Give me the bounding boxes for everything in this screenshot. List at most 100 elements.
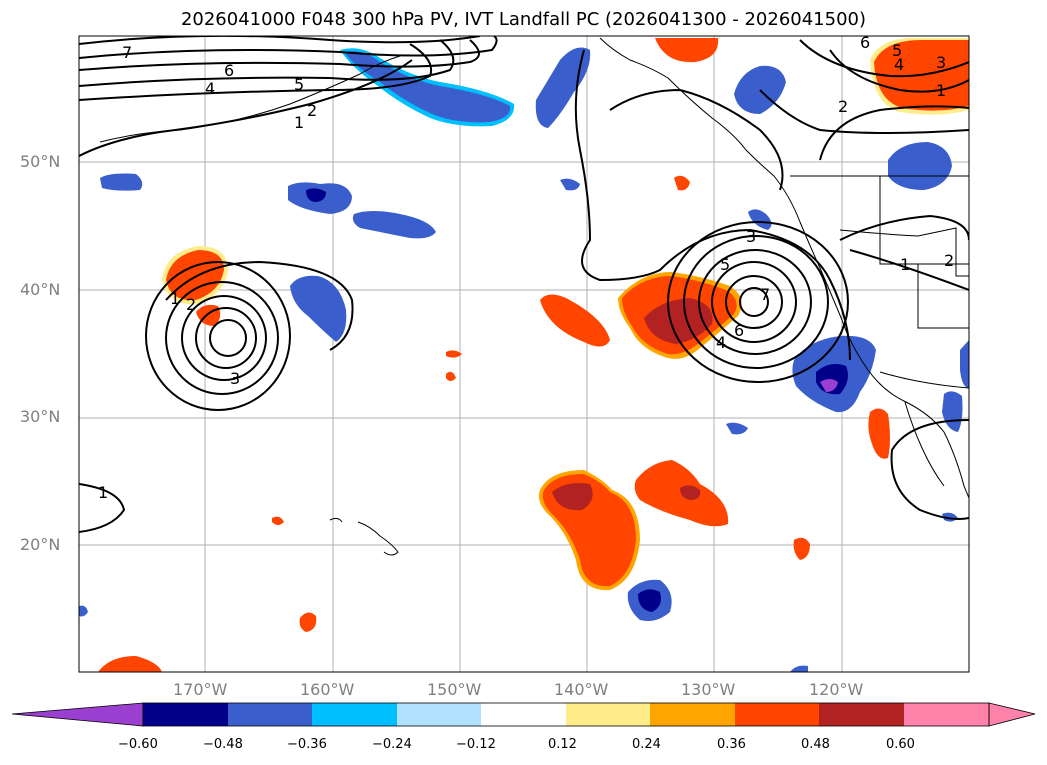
positive-region (446, 350, 462, 358)
colorbar-under-extend (11, 702, 144, 727)
contour-label: 3 (230, 369, 240, 388)
hawaii-islands (329, 517, 343, 523)
contour-line (181, 295, 267, 381)
colorbar-tick: −0.12 (456, 737, 496, 752)
negative-region (560, 178, 580, 191)
positive-region (674, 175, 690, 191)
contour-label: 1 (98, 483, 108, 502)
colorbar-tick: 0.36 (717, 737, 746, 752)
negative-region (290, 275, 347, 342)
colorbar-segment (566, 703, 650, 726)
plot-title: 2026041000 F048 300 hPa PV, IVT Landfall… (180, 9, 867, 30)
contour-line (711, 261, 797, 343)
lat-label: 20°N (20, 535, 61, 554)
contour-line (79, 43, 432, 101)
contour-label: 1 (900, 255, 910, 274)
contour-label: 2 (186, 295, 196, 314)
contour-line (609, 88, 784, 191)
colorbar-over-extend (988, 702, 1036, 727)
colorbar-frame (142, 702, 990, 727)
negative-region (726, 422, 748, 435)
contour-line (574, 49, 851, 361)
colorbar-segment (650, 703, 735, 726)
negative-anomaly-regions (79, 47, 969, 672)
contour-line (759, 89, 969, 134)
contour-label: 5 (720, 255, 730, 274)
negative-region (79, 605, 88, 617)
positive-region (446, 371, 456, 381)
state-border (839, 227, 969, 277)
contour-line (819, 105, 969, 161)
contour-line (799, 39, 969, 78)
lon-label: 160°W (300, 680, 355, 699)
contour-line (79, 39, 480, 71)
negative-region (100, 173, 143, 191)
pacific-coast (599, 37, 969, 499)
negative-region (790, 665, 808, 672)
contour-line (79, 39, 455, 87)
lat-label: 50°N (20, 152, 61, 171)
colorbar-segment (735, 703, 819, 726)
positive-region (552, 483, 593, 511)
contour-label: 5 (892, 41, 902, 60)
contour-label: 3 (936, 53, 946, 72)
contour-label: 6 (860, 33, 870, 52)
colorbar-tick: −0.48 (203, 737, 243, 752)
baja-coast (904, 401, 945, 487)
contour-line (683, 235, 829, 369)
contour-line (725, 275, 783, 329)
contour-label: 1 (170, 289, 180, 308)
colorbar-tick: −0.60 (118, 737, 158, 752)
contour-line (849, 249, 969, 291)
state-border (879, 176, 969, 265)
contour-line (195, 307, 257, 369)
colorbar-tick: 0.48 (801, 737, 830, 752)
negative-region (535, 47, 591, 128)
positive-region (540, 294, 610, 347)
contour-label: 1 (936, 81, 946, 100)
negative-region (352, 211, 436, 239)
lon-label: 120°W (809, 680, 864, 699)
contour-line (839, 214, 969, 241)
colorbar-segment (228, 703, 312, 726)
contour-line (165, 260, 354, 351)
contour-line (890, 419, 969, 520)
contour-line (79, 483, 126, 533)
contour-line (79, 36, 498, 59)
contour-label-group: 7 6 5 4 2 1 6 5 4 3 1 2 3 5 6 7 4 1 2 2 … (98, 33, 954, 502)
contour-line (79, 59, 413, 157)
positive-region (644, 298, 713, 344)
lon-label: 170°W (173, 680, 228, 699)
contour-label: 7 (122, 43, 132, 62)
positive-region (680, 485, 701, 500)
negative-region (638, 589, 661, 612)
contour-label: 7 (760, 285, 770, 304)
colorbar-tick: −0.36 (287, 737, 327, 752)
colorbar-tick: 0.12 (548, 737, 577, 752)
negative-region (306, 188, 326, 202)
ivt-contours (79, 36, 969, 533)
positive-region (868, 408, 890, 459)
contour-line (698, 249, 812, 355)
colorbar-segment (312, 703, 397, 726)
negative-region (748, 209, 772, 230)
positive-region (299, 612, 317, 632)
us-mexico-border (879, 371, 969, 389)
colorbar-segment (819, 703, 904, 726)
positive-region (655, 38, 719, 63)
positive-region (98, 656, 162, 672)
contour-label: 4 (894, 55, 904, 74)
colorbar-segment (481, 703, 566, 726)
contour-line (739, 287, 769, 317)
colorbar-segment (397, 703, 481, 726)
colorbar-segment (143, 703, 228, 726)
lat-label: 40°N (20, 280, 61, 299)
hawaii-islands (357, 521, 399, 556)
contour-label: 2 (944, 251, 954, 270)
colorbar-tick: 0.60 (886, 737, 915, 752)
contour-line (209, 319, 247, 357)
negative-region (888, 142, 952, 190)
map-frame (78, 35, 970, 673)
positive-region (793, 537, 810, 560)
